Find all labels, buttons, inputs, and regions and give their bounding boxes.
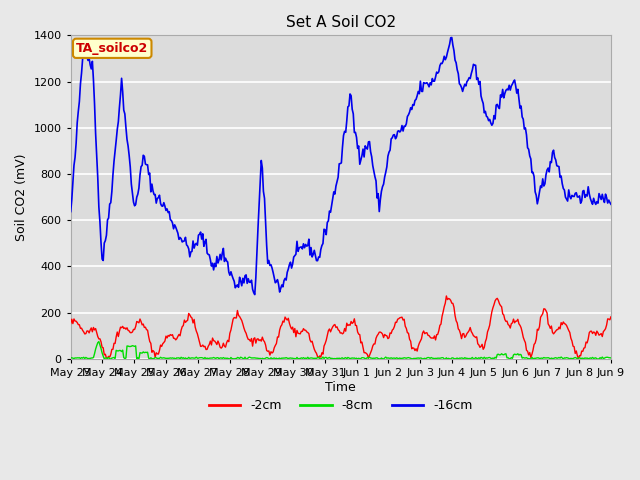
X-axis label: Time: Time	[326, 381, 356, 394]
Legend: -2cm, -8cm, -16cm: -2cm, -8cm, -16cm	[204, 395, 477, 418]
Text: TA_soilco2: TA_soilco2	[76, 42, 148, 55]
Title: Set A Soil CO2: Set A Soil CO2	[286, 15, 396, 30]
Y-axis label: Soil CO2 (mV): Soil CO2 (mV)	[15, 154, 28, 241]
